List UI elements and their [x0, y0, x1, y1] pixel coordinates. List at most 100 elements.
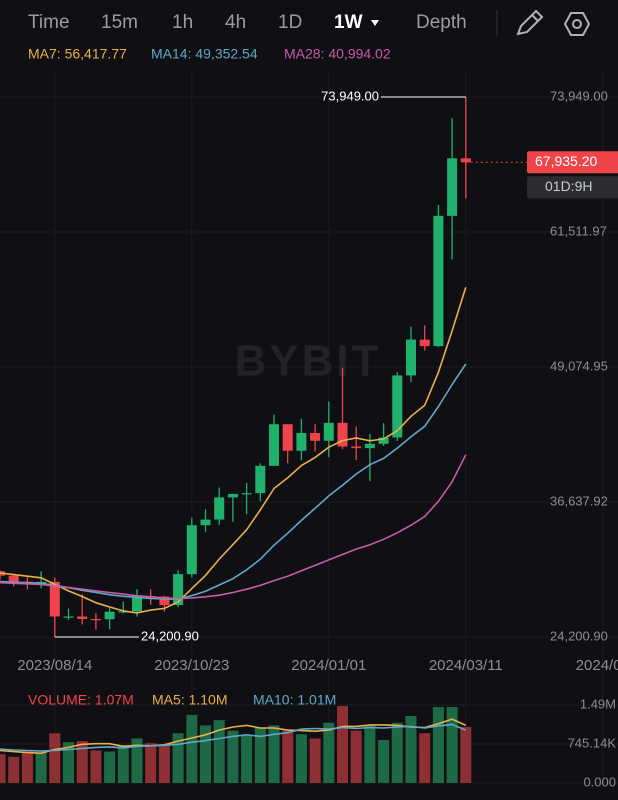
candle-body: [49, 581, 60, 617]
candle-body: [173, 574, 184, 605]
candle-body: [460, 158, 471, 163]
volume-bar: [76, 741, 88, 783]
dropdown-arrow: [371, 20, 379, 26]
volume-bar: [145, 743, 157, 783]
candle-body: [337, 422, 348, 447]
x-tick-label: 2023/10/23: [154, 657, 229, 674]
ma-line: [0, 287, 467, 614]
candle-body: [159, 596, 170, 605]
candle-body: [351, 446, 362, 449]
candle-body: [227, 493, 238, 498]
toolbar-tab[interactable]: 1D: [278, 12, 302, 33]
last-price-tag: [527, 151, 618, 174]
volume-bar: [460, 726, 472, 783]
watermark: BYBIT: [235, 337, 382, 386]
pencil-icon[interactable]: [516, 9, 544, 36]
volume-bar: [446, 707, 458, 783]
candle-body: [77, 616, 88, 619]
volume-bar: [49, 733, 61, 783]
x-tick-label: 2024/05: [576, 657, 618, 674]
volume-tick-label: 1.49M: [580, 696, 616, 711]
volume-bar: [350, 730, 362, 783]
candle-body: [296, 433, 307, 451]
toolbar: Time 15m 1h 4h 1D 1W Depth: [28, 12, 467, 33]
candle-body: [282, 424, 293, 451]
toolbar-tab[interactable]: 1W: [334, 12, 363, 33]
ma-legend: MA28: 40,994.02: [284, 46, 391, 62]
volume-tick-label: 745.14K: [568, 735, 617, 750]
toolbar-tab[interactable]: 1h: [172, 12, 193, 33]
candle-body: [118, 611, 129, 613]
candle-body: [364, 443, 375, 449]
candle-body: [378, 437, 389, 444]
candle-body: [200, 519, 211, 526]
volume-bar: [323, 722, 335, 783]
volume-bar: [364, 725, 376, 783]
volume-bar: [172, 733, 184, 783]
volume-bar: [378, 740, 390, 783]
volume-bar: [241, 735, 253, 783]
ma-line: [0, 454, 467, 600]
last-price-label: 67,935.20: [535, 153, 597, 169]
high-label: 73,949.00: [321, 88, 379, 103]
volume-bar: [282, 730, 294, 783]
candle-body: [419, 339, 430, 347]
volume-bar: [131, 738, 143, 783]
volume-tick-label: 0.000: [583, 774, 616, 789]
volume-bar: [405, 715, 417, 783]
x-tick-label: 2023/08/14: [17, 657, 92, 674]
volume-bar: [213, 720, 225, 783]
volume-bar: [90, 750, 102, 783]
volume-legend: VOLUME: 1.07M: [28, 692, 134, 708]
low-label: 24,200.90: [141, 628, 199, 643]
volume-bar: [117, 745, 129, 783]
volume-bar: [268, 725, 280, 783]
candle-body: [90, 618, 101, 621]
volume-bar: [309, 738, 321, 783]
toolbar-tab[interactable]: 15m: [101, 12, 138, 33]
volume-bar: [158, 745, 170, 783]
candle-body: [241, 493, 252, 495]
volume-ma-legend: MA5: 1.10M: [152, 692, 227, 708]
candle-body: [104, 611, 115, 620]
countdown-box: [527, 176, 618, 199]
y-tick-label: 61,511.97: [550, 223, 607, 238]
candle-body: [269, 424, 279, 466]
toolbar-tab[interactable]: Time: [28, 12, 70, 33]
volume-bar: [200, 725, 211, 783]
candle-body: [433, 215, 444, 347]
volume-ma-line: [0, 718, 467, 755]
y-tick-label: 24,200.90: [550, 628, 608, 643]
settings-icon[interactable]: [563, 12, 591, 36]
volume-bar: [35, 752, 47, 783]
volume-bar: [0, 754, 6, 783]
volume-bar: [295, 734, 307, 783]
volume-ma-legend: MA10: 1.01M: [253, 692, 336, 708]
y-tick-label: 36,637.92: [550, 493, 608, 508]
y-tick-label: 49,074.95: [550, 358, 608, 373]
volume-bar: [227, 730, 239, 783]
ma-legend: MA7: 56,417.77: [28, 46, 127, 62]
toolbar-tab[interactable]: Depth: [416, 12, 467, 33]
volume-bar: [254, 728, 266, 783]
candle-body: [406, 339, 416, 376]
candle-body: [8, 575, 19, 582]
toolbar-tab[interactable]: 4h: [225, 12, 246, 33]
volume-bar: [21, 751, 33, 783]
volume-bar: [419, 733, 431, 783]
candle-body: [323, 422, 334, 441]
candle-body: [186, 525, 197, 575]
candle-body: [447, 158, 458, 216]
volume-bar: [432, 707, 444, 783]
candle-body: [255, 465, 266, 494]
volume-bar: [63, 742, 74, 783]
volume-bar: [391, 722, 403, 783]
volume-bar: [186, 714, 198, 783]
candle-body: [63, 616, 74, 618]
ma-legend: MA14: 49,352.54: [151, 46, 258, 62]
candle-body: [132, 596, 142, 612]
x-tick-label: 2024/03/11: [429, 657, 503, 674]
candle-body: [214, 497, 225, 520]
